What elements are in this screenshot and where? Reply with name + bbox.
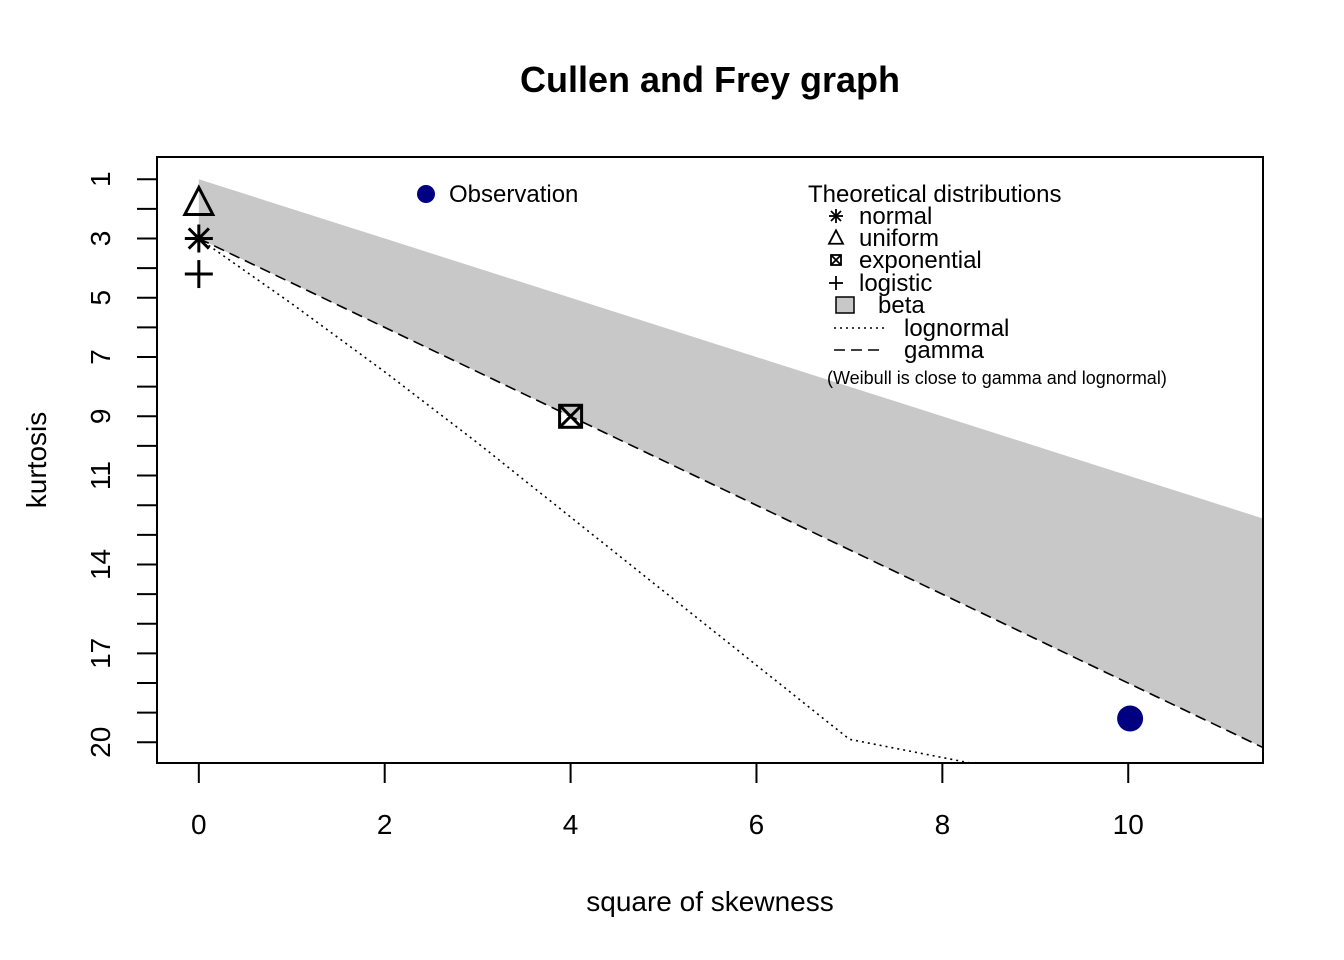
legend-entry-logistic-label: logistic: [859, 270, 932, 297]
legend-entry-gamma: gamma: [834, 337, 985, 364]
x-tick-label: 0: [191, 809, 207, 840]
point-normal: [184, 224, 213, 253]
lognormal-line: [198, 237, 971, 763]
x-tick-label: 4: [563, 809, 579, 840]
legend-entry-beta: beta: [835, 292, 925, 319]
observation-point: [1117, 705, 1144, 732]
y-axis: 1 3 5 7 9 11 14 17 20: [85, 171, 158, 758]
legend-entry-lognormal-label: lognormal: [904, 315, 1009, 342]
beta-region: [198, 179, 1263, 748]
y-tick-label: 17: [85, 638, 116, 669]
plot-area: [182, 179, 1263, 763]
point-uniform-shape: [182, 184, 216, 216]
legend-entry-normal-label: normal: [859, 203, 932, 230]
legend-entry-exponential-symbol: [830, 254, 842, 266]
legend-observation-dot: [417, 185, 435, 203]
x-axis-label: square of skewness: [586, 886, 833, 917]
point-exponential: [558, 403, 584, 429]
legend-theoretical-title: Theoretical distributions: [808, 181, 1061, 208]
legend-entry-beta-swatch: [835, 296, 855, 314]
point-logistic: [184, 260, 213, 289]
y-tick-label: 14: [85, 549, 116, 580]
legend-entry-gamma-label: gamma: [904, 337, 985, 364]
chart-title: Cullen and Frey graph: [520, 59, 900, 100]
legend-observation: Observation: [417, 181, 578, 208]
x-tick-label: 8: [935, 809, 951, 840]
point-uniform: [182, 184, 216, 216]
legend-entry-exponential: exponential: [830, 247, 982, 274]
legend-entry-logistic: logistic: [829, 270, 932, 297]
legend-entry-normal-symbol-stroke: [830, 210, 842, 222]
y-axis-label: kurtosis: [21, 412, 52, 508]
y-tick-label: 3: [85, 231, 116, 247]
y-tick-label: 1: [85, 171, 116, 187]
legend-theoretical: Theoretical distributions (Weibull is cl…: [808, 181, 1167, 388]
x-tick-label: 6: [749, 809, 765, 840]
legend-entry-logistic-symbol: [829, 276, 843, 290]
point-exponential-stroke: [558, 404, 583, 429]
point-exponential-box: [558, 403, 584, 429]
point-normal-stroke: [187, 227, 210, 250]
legend-entry-uniform-symbol: [827, 228, 845, 245]
legend-entry-exponential-symbol-box: [830, 254, 842, 266]
y-tick-label: 7: [85, 349, 116, 365]
legend-theoretical-note: (Weibull is close to gamma and lognormal…: [827, 368, 1167, 388]
x-axis: 0 2 4 6 8 10: [191, 762, 1144, 840]
y-tick-label: 5: [85, 290, 116, 306]
x-tick-label: 2: [377, 809, 393, 840]
y-tick-label: 20: [85, 727, 116, 758]
legend-entry-exponential-symbol-stroke: [830, 254, 842, 266]
legend-entry-normal-symbol: [829, 209, 843, 223]
y-tick-label: 9: [85, 409, 116, 425]
legend-observation-label: Observation: [449, 181, 578, 208]
legend-entry-exponential-label: exponential: [859, 247, 982, 274]
gamma-line: [198, 237, 1263, 749]
legend-entry-uniform: uniform: [827, 225, 939, 252]
y-tick-label: 11: [85, 461, 116, 490]
legend-entry-uniform-label: uniform: [859, 225, 939, 252]
legend-entry-beta-label: beta: [878, 292, 925, 319]
legend-entry-uniform-symbol-shape: [827, 228, 845, 245]
legend-entry-lognormal: lognormal: [834, 315, 1009, 342]
x-tick-label: 10: [1113, 809, 1144, 840]
legend-entry-normal: normal: [829, 203, 932, 230]
